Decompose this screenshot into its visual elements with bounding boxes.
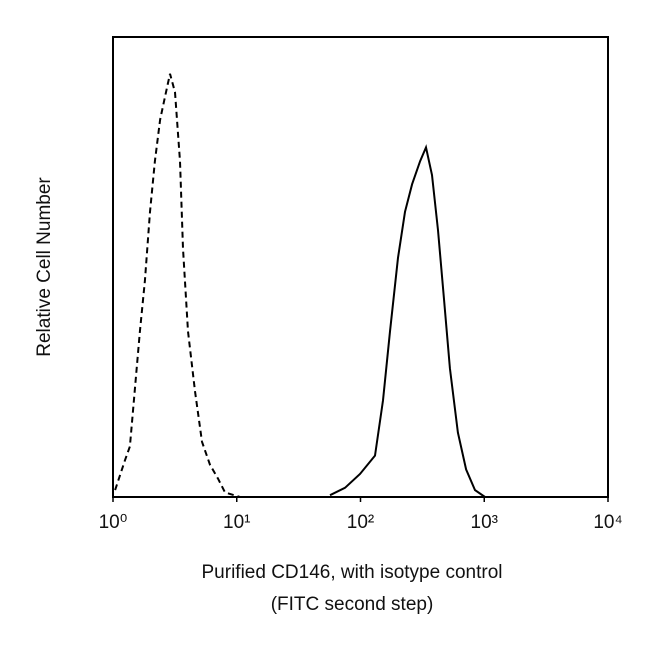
x-tick-label: 10³ [471, 512, 498, 533]
plot-frame [112, 36, 609, 498]
x-tick-label: 10¹ [223, 512, 250, 533]
x-tick-label: 10⁰ [99, 512, 128, 533]
y-axis-label: Relative Cell Number [34, 177, 55, 357]
histogram-line [114, 73, 241, 498]
x-axis-label: (FITC second step) [271, 594, 434, 615]
x-tick-label: 10⁴ [593, 512, 622, 533]
histogram-line [329, 144, 486, 498]
x-tick-label: 10² [347, 512, 374, 533]
x-axis-label: Purified CD146, with isotype control [202, 562, 503, 583]
